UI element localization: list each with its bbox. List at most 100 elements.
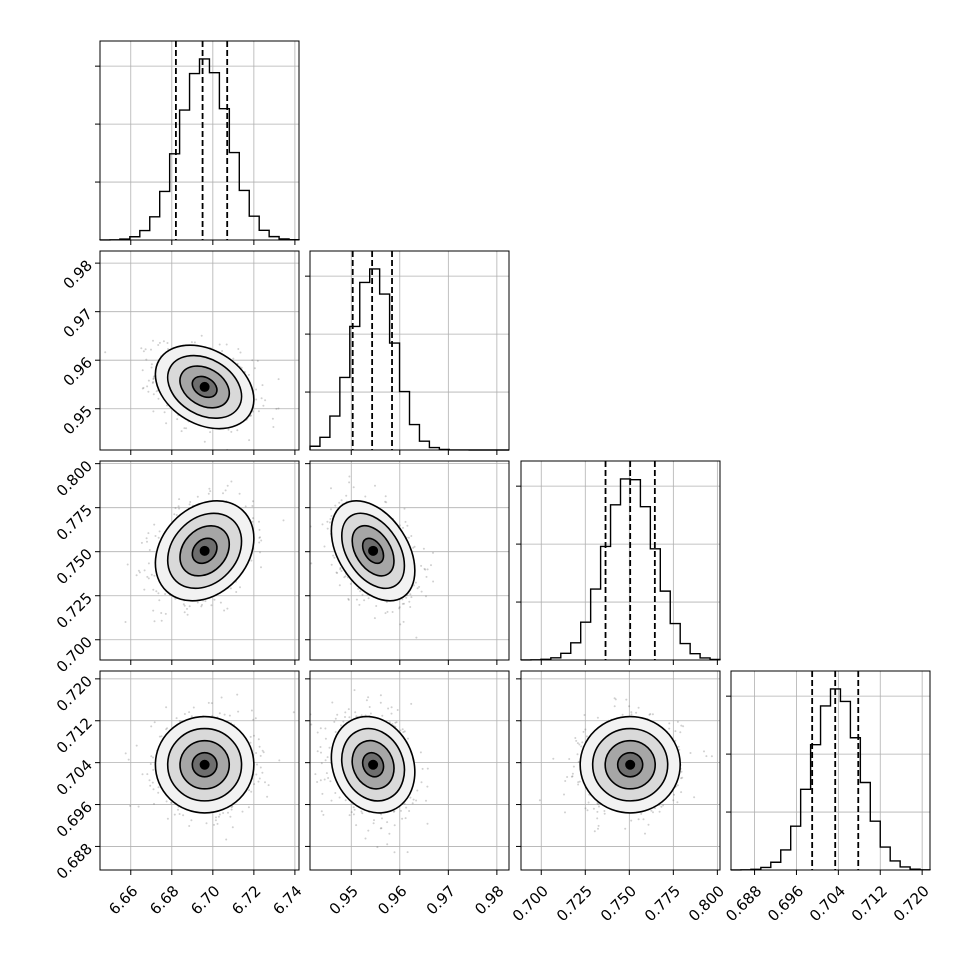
sample-point (178, 813, 181, 815)
sample-point (222, 812, 225, 814)
sample-point (230, 808, 233, 811)
sample-point (259, 536, 261, 539)
sample-point (183, 604, 186, 607)
sample-point (320, 810, 323, 813)
sample-point (165, 800, 168, 803)
sample-point (379, 701, 382, 704)
sample-point (367, 597, 370, 600)
sample-point (210, 702, 213, 705)
sample-point (316, 731, 319, 734)
sample-point (221, 350, 224, 352)
sample-point (425, 575, 428, 578)
sample-point (196, 601, 199, 604)
sample-point (321, 792, 324, 795)
sample-point (676, 801, 679, 804)
sample-point (186, 607, 188, 610)
sample-point (319, 746, 322, 748)
sample-point (578, 743, 581, 746)
sample-point (571, 772, 574, 775)
histogram-2 (520, 478, 721, 661)
sample-point (386, 821, 389, 824)
sample-point (577, 760, 580, 763)
sample-point (660, 805, 663, 808)
sample-point (255, 752, 258, 754)
sample-point (621, 713, 624, 716)
sample-point (585, 735, 588, 738)
sample-point (368, 706, 371, 708)
sample-point (261, 749, 264, 752)
sample-point (390, 712, 393, 715)
sample-point (408, 600, 411, 603)
sample-point (235, 591, 238, 593)
sample-point (393, 810, 396, 813)
sample-point (630, 711, 633, 714)
x-tick-label: 6.66 (105, 882, 141, 918)
sample-point (426, 568, 429, 571)
sample-point (322, 813, 325, 816)
sample-point (229, 587, 232, 590)
sample-point (230, 806, 233, 809)
sample-point (375, 605, 378, 607)
sample-point (178, 720, 181, 723)
y-tick-label: 0.704 (53, 756, 96, 799)
sample-point (254, 717, 257, 720)
sample-point (152, 410, 155, 413)
sample-point (409, 593, 412, 596)
sample-point (399, 729, 402, 732)
panel-frame (99, 40, 300, 241)
sample-point (581, 741, 584, 744)
sample-point (338, 501, 341, 504)
sample-point (576, 742, 579, 745)
sample-point (224, 489, 227, 492)
sample-point (423, 567, 426, 570)
x-tick-label: 6.70 (187, 882, 223, 918)
sample-point (336, 572, 339, 574)
x-tick-label: 0.720 (890, 882, 933, 925)
y-tick-label: 0.725 (53, 589, 96, 632)
sample-point (387, 707, 390, 710)
sample-point (572, 765, 575, 768)
sample-point (258, 745, 261, 748)
x-tick-label: 6.68 (146, 882, 182, 918)
sample-point (399, 524, 401, 527)
sample-point (177, 505, 180, 508)
sample-point (386, 610, 389, 613)
sample-point (258, 536, 261, 539)
sample-point (332, 554, 335, 557)
sample-point (652, 811, 654, 814)
sample-point (188, 605, 191, 608)
sample-point (596, 802, 599, 805)
sample-point (178, 507, 181, 510)
sample-point (138, 571, 141, 574)
sample-point (316, 781, 319, 783)
panel-2-2 (516, 460, 721, 665)
x-tick-label: 0.725 (553, 882, 596, 925)
panel-3-1: 0.95 0.96 0.97 0.98 (305, 670, 510, 918)
sample-point (227, 811, 229, 814)
sample-point (204, 600, 207, 603)
sample-point (331, 701, 334, 704)
sample-point (258, 520, 260, 523)
sample-point (640, 812, 643, 815)
sample-point (255, 773, 258, 776)
sample-point (338, 584, 341, 587)
sample-point (577, 781, 580, 784)
sample-point (360, 810, 363, 813)
sample-point (209, 490, 212, 493)
sample-point (359, 590, 362, 593)
sample-point (682, 725, 685, 728)
sample-point (340, 499, 343, 502)
sample-point (253, 783, 256, 786)
sample-point (676, 720, 679, 723)
sample-point (142, 350, 145, 353)
sample-point (152, 378, 155, 381)
panel-frame (309, 460, 510, 661)
sample-point (348, 814, 351, 817)
sample-point (253, 367, 256, 370)
sample-point (402, 620, 405, 623)
sample-point (564, 811, 566, 814)
sample-point (143, 588, 146, 591)
sample-point (334, 504, 337, 507)
sample-point (321, 523, 324, 526)
